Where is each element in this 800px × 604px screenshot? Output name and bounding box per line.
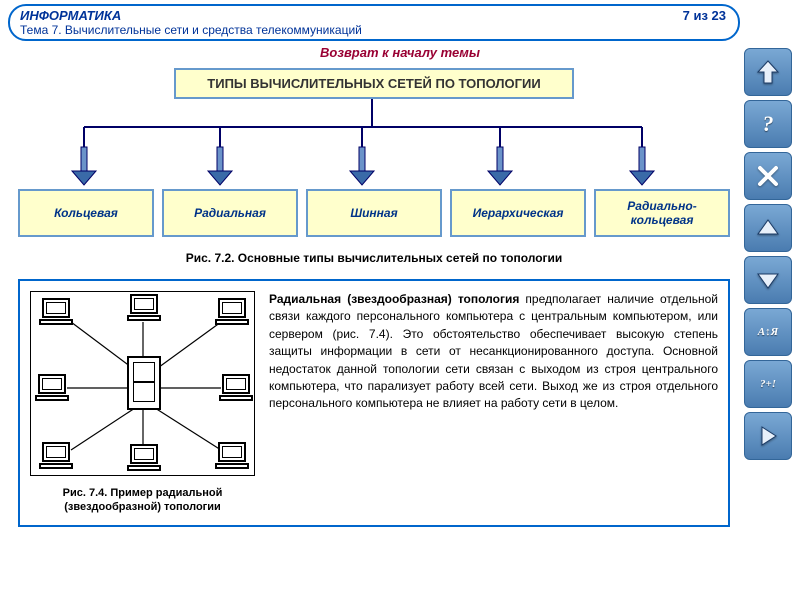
description-paragraph: Радиальная (звездообразная) топология пр…: [269, 291, 718, 515]
pc-icon: [217, 374, 255, 404]
type-radial-ring: Радиально-кольцевая: [594, 189, 730, 237]
topology-types-row: Кольцевая Радиальная Шинная Иерархическа…: [18, 189, 730, 237]
description-panel: Рис. 7.4. Пример радиальной (звездообраз…: [18, 279, 730, 527]
pc-icon: [213, 442, 251, 472]
pc-icon: [213, 298, 251, 328]
solid-up-icon[interactable]: [744, 204, 792, 252]
nav-sidebar: ? А↕Я?+!: [744, 48, 798, 460]
close-icon[interactable]: [744, 152, 792, 200]
hierarchy-connectors: [22, 99, 726, 189]
type-bus: Шинная: [306, 189, 442, 237]
pc-icon: [37, 298, 75, 328]
server-icon: [127, 356, 161, 410]
type-radial: Радиальная: [162, 189, 298, 237]
figure-column: Рис. 7.4. Пример радиальной (звездообраз…: [30, 291, 255, 515]
up-arrow-icon[interactable]: [744, 48, 792, 96]
help-icon[interactable]: ?: [744, 100, 792, 148]
pc-icon: [125, 444, 163, 474]
alpha-icon[interactable]: А↕Я: [744, 308, 792, 356]
topic-subtitle: Тема 7. Вычислительные сети и средства т…: [20, 23, 728, 37]
pc-icon: [33, 374, 71, 404]
type-hierarchy: Иерархическая: [450, 189, 586, 237]
help-alt-icon[interactable]: ?+!: [744, 360, 792, 408]
diagram-title-box: ТИПЫ ВЫЧИСЛИТЕЛЬНЫХ СЕТЕЙ ПО ТОПОЛОГИИ: [174, 68, 574, 99]
figure-7-4-caption: Рис. 7.4. Пример радиальной (звездообраз…: [30, 486, 255, 515]
pc-icon: [125, 294, 163, 324]
topology-figure: [30, 291, 255, 476]
return-link[interactable]: Возврат к началу темы: [0, 45, 800, 60]
content-area: ТИПЫ ВЫЧИСЛИТЕЛЬНЫХ СЕТЕЙ ПО ТОПОЛОГИИ К…: [0, 68, 800, 527]
course-title: ИНФОРМАТИКА: [20, 8, 728, 23]
type-ring: Кольцевая: [18, 189, 154, 237]
page-counter: 7 из 23: [683, 8, 726, 23]
pc-icon: [37, 442, 75, 472]
solid-down-icon[interactable]: [744, 256, 792, 304]
figure-7-2-caption: Рис. 7.2. Основные типы вычислительных с…: [12, 251, 736, 265]
header-frame: ИНФОРМАТИКА Тема 7. Вычислительные сети …: [8, 4, 740, 41]
play-icon[interactable]: [744, 412, 792, 460]
